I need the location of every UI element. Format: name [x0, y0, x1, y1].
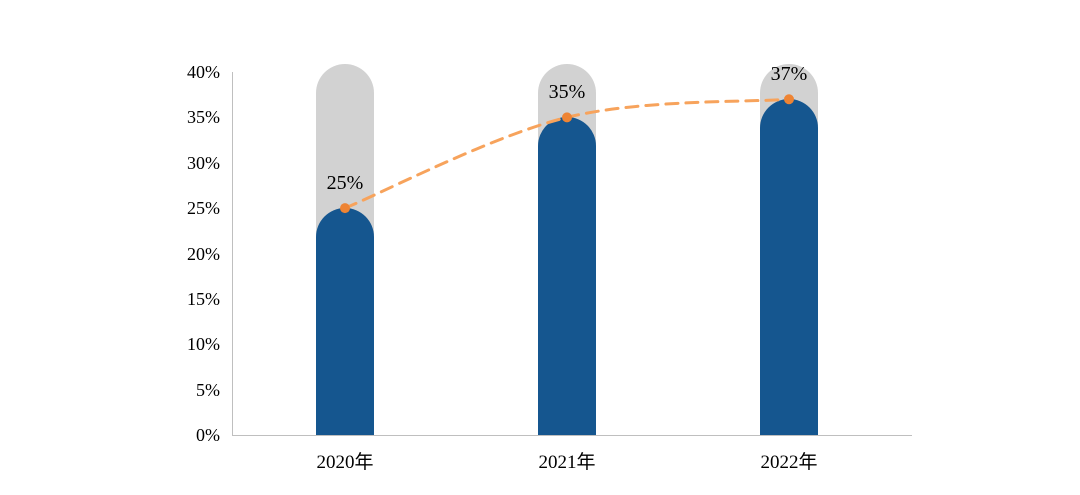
y-axis-tick-label: 40% [187, 62, 220, 82]
x-axis-line [232, 435, 912, 436]
trend-marker [340, 203, 350, 214]
data-label: 37% [770, 63, 808, 86]
data-label: 25% [326, 172, 364, 195]
bar[interactable] [538, 117, 596, 435]
bar[interactable] [760, 99, 818, 435]
data-label: 35% [548, 81, 586, 104]
y-axis-tick-label: 35% [187, 107, 220, 128]
y-axis-tick-label: 20% [187, 243, 220, 264]
bar[interactable] [316, 208, 374, 435]
x-axis-tick-label: 2022年 [760, 452, 818, 473]
plot-area: 0% 5% 10% 15% 20% 25% 30% 35% 40% 25% 35% 37% 2020… [187, 62, 912, 473]
trend-line-layer [340, 94, 794, 214]
x-axis-tick-label: 2021年 [538, 452, 596, 473]
y-axis-line [232, 72, 233, 435]
y-axis-tick-label: 10% [187, 334, 220, 355]
x-axis-tick-label: 2020年 [316, 452, 374, 473]
trend-marker [784, 94, 794, 105]
y-axis-tick-label: 25% [187, 198, 220, 219]
y-axis-tick-label: 15% [187, 288, 220, 309]
y-axis-tick-label: 5% [196, 379, 220, 400]
y-axis-tick-labels: 0% 5% 10% 15% 20% 25% 30% 35% 40% [146, 62, 220, 445]
trend-marker [562, 112, 572, 123]
y-axis-tick-label: 0% [196, 425, 220, 445]
y-axis-tick-label: 30% [187, 152, 220, 173]
